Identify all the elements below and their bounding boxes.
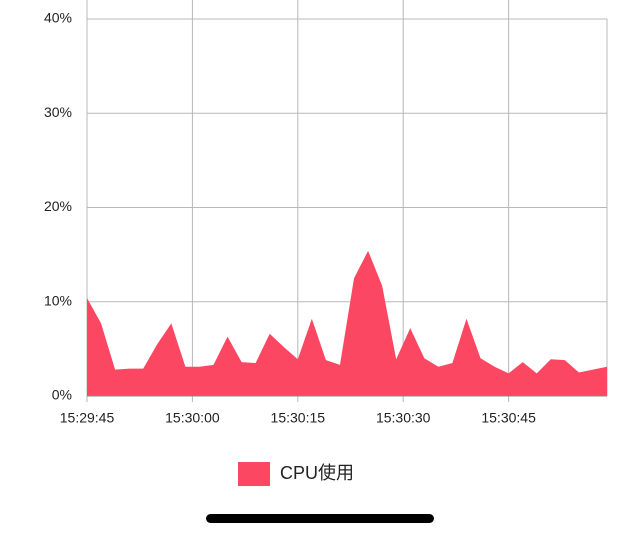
y-tick-label: 10% (44, 292, 72, 308)
x-tick-label: 15:30:00 (165, 410, 220, 426)
x-tick-label: 15:30:15 (271, 410, 326, 426)
y-tick-label: 40% (44, 10, 72, 26)
x-tick-label: 15:30:30 (376, 410, 431, 426)
area (87, 250, 607, 396)
x-tick-label: 15:29:45 (60, 410, 115, 426)
y-tick-label: 20% (44, 198, 72, 214)
y-tick-label: 30% (44, 104, 72, 120)
x-tick-label: 15:30:45 (481, 410, 536, 426)
legend-swatch (238, 462, 270, 486)
home-indicator (206, 514, 434, 523)
y-tick-label: 0% (52, 387, 72, 403)
legend-label: CPU使用 (280, 463, 354, 483)
